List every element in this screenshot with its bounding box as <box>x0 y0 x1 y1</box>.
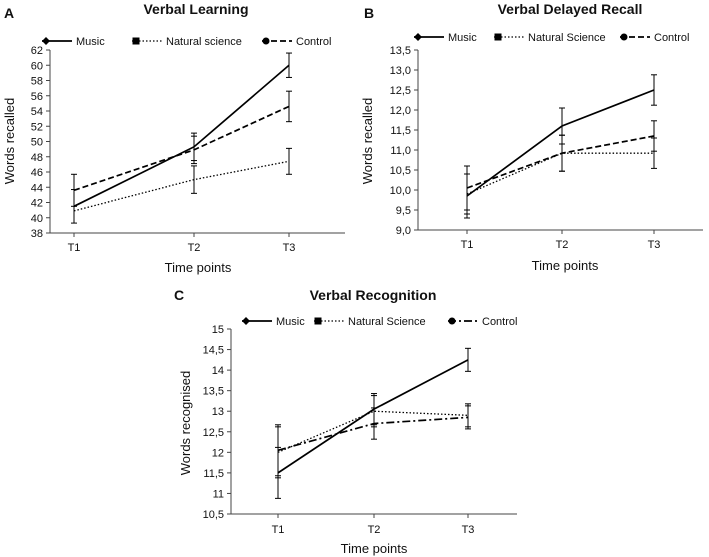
panel-b-y-label: Words recalled <box>360 98 375 184</box>
panel-a-y-label: Words recalled <box>2 98 17 184</box>
panel-b-legend-label: Natural Science <box>528 32 606 44</box>
panel-c-x-tick-label: T1 <box>272 524 285 536</box>
panel-c-y-tick-label: 15 <box>212 324 224 336</box>
panel-b-x-tick-label: T2 <box>556 239 569 251</box>
panel-b-y-tick-label: 13,0 <box>390 65 411 77</box>
panel-c-legend-marker <box>242 317 250 325</box>
panel-a-y-tick-label: 44 <box>31 182 43 194</box>
panel-b-x-tick-label: T1 <box>461 239 474 251</box>
panel-a-x-tick-label: T2 <box>188 242 201 254</box>
panel-a-series-natural-science-line <box>73 160 290 212</box>
panel-b-y-tick-label: 9,0 <box>396 225 411 237</box>
panel-a-legend-marker <box>262 37 270 45</box>
panel-c-legend-label: Natural Science <box>348 316 426 328</box>
panel-a-y-tick-label: 58 <box>31 76 43 88</box>
panel-a-x-tick-label: T1 <box>68 242 81 254</box>
panel-b: B Verbal Delayed Recall 9,0 9,5 10,0 10,5 11,0… <box>360 1 703 273</box>
panel-a-y-tick-label: 48 <box>31 152 43 164</box>
panel-c-y-tick-label: 11 <box>213 488 224 500</box>
panel-c-legend-label: Music <box>276 316 305 328</box>
panel-a-legend-label: Control <box>296 36 331 48</box>
panel-a-legend-label: Music <box>76 36 105 48</box>
panel-c-series-control-line <box>277 416 469 452</box>
panel-a-series-control-line <box>73 105 290 192</box>
panel-c-y-tick-label: 10,5 <box>203 509 224 521</box>
panel-b-legend-label: Music <box>448 32 477 44</box>
panel-c-y-tick-label: 14,5 <box>203 345 224 357</box>
panel-b-y-tick-label: 10,5 <box>390 165 411 177</box>
panel-a-legend-label: Natural science <box>166 36 242 48</box>
panel-b-y-tick-label: 11,5 <box>390 125 411 137</box>
panel-a-y-tick-label: 60 <box>31 60 43 72</box>
panel-b-y-tick-label: 10,0 <box>390 185 411 197</box>
panel-c-title: Verbal Recognition <box>310 287 437 303</box>
panel-a: A Verbal Learning 38 40 42 44 46 48 50 52 54 56 58 60… <box>2 1 345 275</box>
panel-b-legend-label: Control <box>654 32 689 44</box>
panel-a-title: Verbal Learning <box>143 1 248 17</box>
panel-a-x-label: Time points <box>165 260 232 275</box>
panel-c: C Verbal Recognition 10,5 11 11,5 12 12,5 13 13,… <box>174 287 517 556</box>
panel-c-legend-marker <box>314 317 322 325</box>
panel-c-y-tick-label: 13,5 <box>203 386 224 398</box>
panel-a-y-tick-label: 62 <box>31 45 43 57</box>
panel-b-title: Verbal Delayed Recall <box>498 1 643 17</box>
panel-c-y-tick-label: 11,5 <box>203 468 224 480</box>
panel-b-legend-marker <box>494 33 502 41</box>
panel-b-series-music-line <box>466 89 655 197</box>
panel-b-y-tick-label: 12,5 <box>390 85 411 97</box>
panel-c-series-music-line <box>277 359 469 474</box>
panel-c-series-natural-science-line <box>277 410 469 453</box>
panel-b-y-tick-label: 9,5 <box>396 205 411 217</box>
panel-a-y-tick-label: 50 <box>31 137 43 149</box>
panel-a-legend-marker <box>42 37 50 45</box>
panel-a-y-tick-label: 40 <box>31 213 43 225</box>
panel-a-y-tick-label: 56 <box>31 91 43 103</box>
panel-a-y-tick-label: 38 <box>31 228 43 240</box>
panel-b-x-label: Time points <box>532 258 599 273</box>
panel-b-y-tick-label: 12,0 <box>390 105 411 117</box>
panel-c-y-tick-label: 14 <box>212 365 224 377</box>
panel-c-y-tick-label: 12,5 <box>203 427 224 439</box>
panel-a-letter: A <box>4 5 14 21</box>
panel-c-x-label: Time points <box>341 541 408 556</box>
panel-b-legend-marker <box>620 33 628 41</box>
panel-c-y-label: Words recognised <box>178 371 193 476</box>
panel-c-x-tick-label: T2 <box>368 524 381 536</box>
panel-b-x-tick-label: T3 <box>648 239 661 251</box>
panel-a-series-music-line <box>73 64 290 208</box>
panel-b-letter: B <box>364 5 374 21</box>
panel-a-x-tick-label: T3 <box>283 242 296 254</box>
panel-a-y-tick-label: 46 <box>31 167 43 179</box>
panel-c-letter: C <box>174 287 184 303</box>
panel-b-legend-marker <box>414 33 422 41</box>
panel-b-y-tick-label: 13,5 <box>390 45 411 57</box>
panel-a-y-tick-label: 52 <box>31 121 43 133</box>
panel-c-x-tick-label: T3 <box>462 524 475 536</box>
panel-c-legend-label: Control <box>482 316 517 328</box>
panel-c-y-tick-label: 12 <box>212 447 224 459</box>
panel-c-legend-marker <box>448 317 456 325</box>
panel-a-y-tick-label: 42 <box>31 198 43 210</box>
panel-a-y-tick-label: 54 <box>31 106 43 118</box>
panel-b-series-natural-science-line <box>466 152 654 195</box>
panel-a-legend-marker <box>132 37 140 45</box>
panel-b-y-tick-label: 11,0 <box>390 145 411 157</box>
panel-c-y-tick-label: 13 <box>212 406 224 418</box>
